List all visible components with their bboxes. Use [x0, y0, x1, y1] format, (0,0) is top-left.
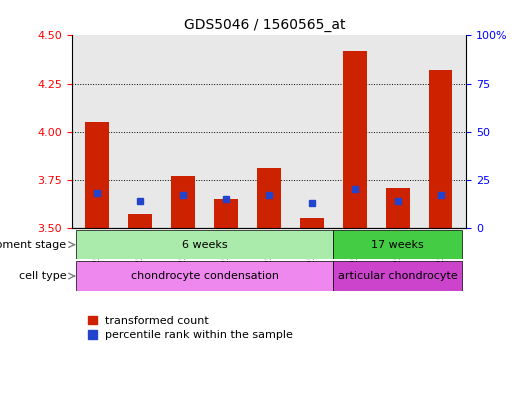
Bar — [343, 51, 367, 228]
Bar — [300, 219, 324, 228]
Text: cell type: cell type — [19, 271, 66, 281]
Bar — [171, 176, 195, 228]
Bar — [257, 168, 281, 228]
Text: chondrocyte condensation: chondrocyte condensation — [130, 271, 279, 281]
Bar — [85, 122, 109, 228]
Bar — [333, 261, 462, 291]
Bar — [214, 199, 238, 228]
Bar — [333, 230, 462, 259]
Bar — [128, 215, 152, 228]
Legend: transformed count, percentile rank within the sample: transformed count, percentile rank withi… — [87, 316, 294, 340]
Bar — [429, 70, 453, 228]
Bar — [386, 187, 410, 228]
Text: 6 weeks: 6 weeks — [182, 240, 227, 250]
Text: GDS5046 / 1560565_at: GDS5046 / 1560565_at — [184, 18, 346, 32]
Text: 17 weeks: 17 weeks — [372, 240, 424, 250]
Bar — [76, 230, 333, 259]
Text: articular chondrocyte: articular chondrocyte — [338, 271, 457, 281]
Text: development stage: development stage — [0, 240, 66, 250]
Bar — [76, 261, 333, 291]
